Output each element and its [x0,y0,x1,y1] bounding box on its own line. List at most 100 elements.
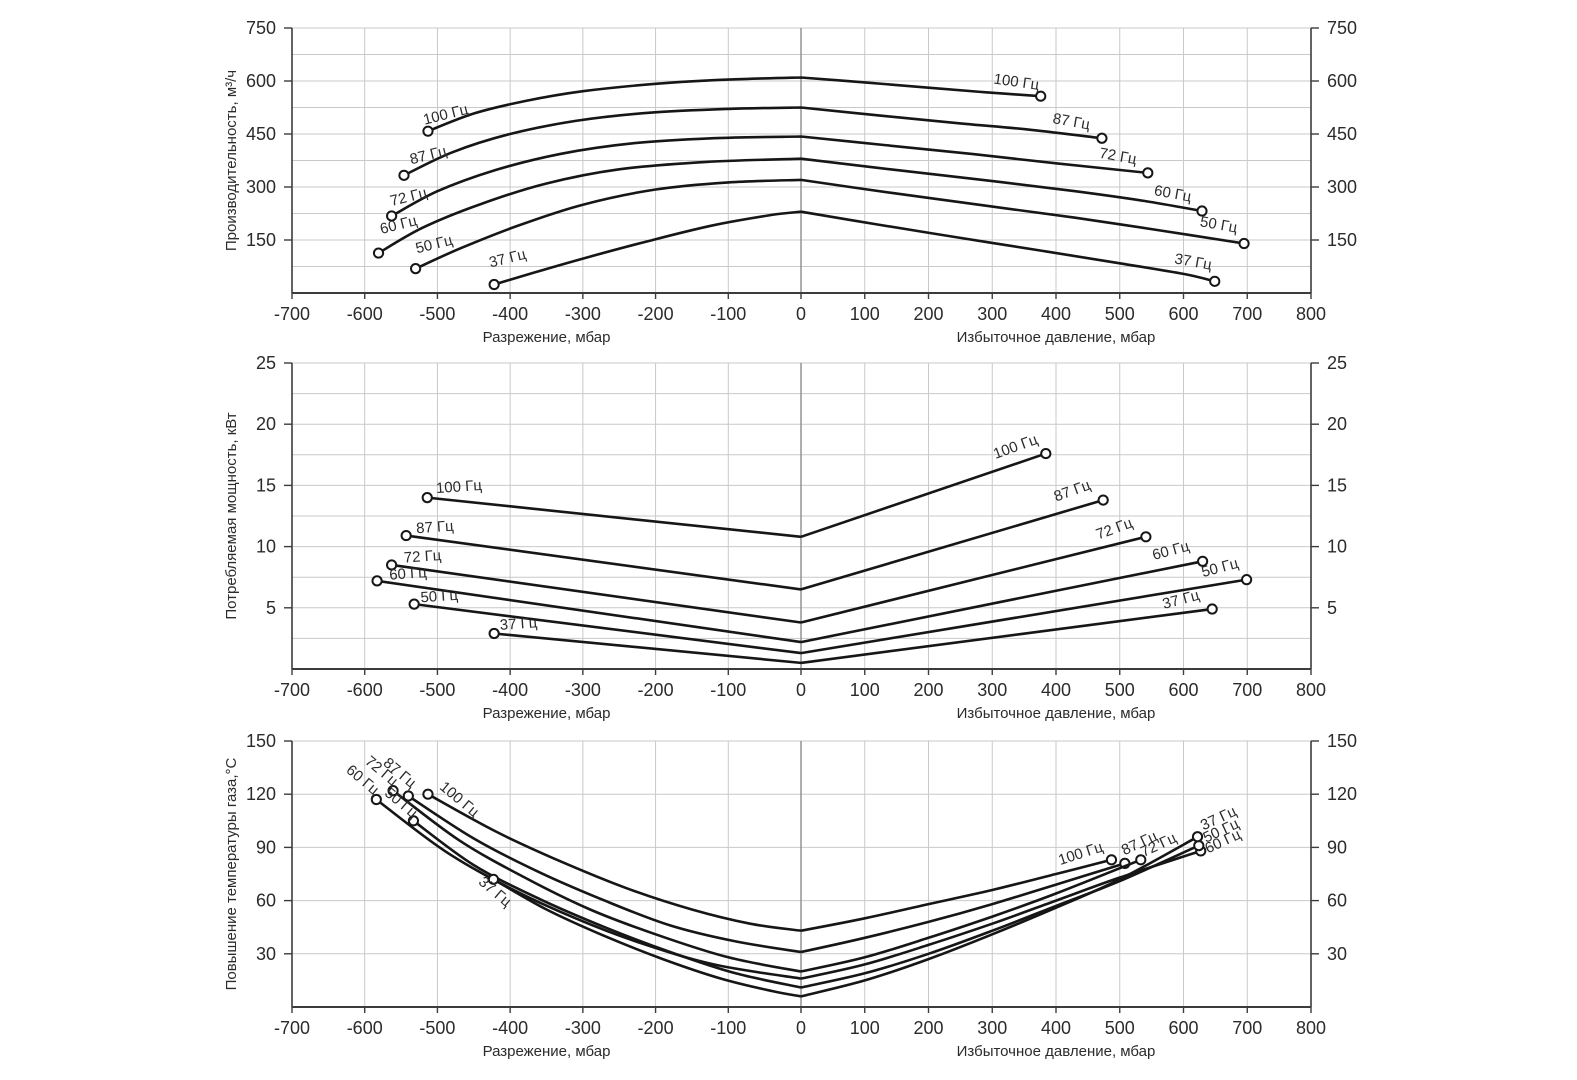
x-tick-label: 500 [1105,1018,1135,1038]
x-tick-label: 300 [977,304,1007,324]
series-line [403,106,1103,177]
y-tick-label-left: 90 [256,837,276,857]
x-tick-label: 800 [1296,1018,1326,1038]
x-tick-label: -600 [347,304,383,324]
chart-power: -700 -600 -500 -400 -300 -200 -100 0 100 200 300 40… [223,353,1347,722]
series-endpoint-marker [422,125,434,137]
series-37-гц: 37 Гц 37 Гц [487,210,1221,291]
series-label: 37 Гц [487,246,528,272]
series-endpoint-marker [1209,275,1221,287]
y-tick-label-left: 120 [246,784,276,804]
series-label: 37 Гц [1161,587,1202,613]
series-line [376,560,1203,644]
x-tick-label: 0 [796,304,806,324]
x-tick-label: 100 [850,680,880,700]
series-endpoint-marker [370,793,382,806]
x-tick-label: 600 [1168,680,1198,700]
series-label: 60 Гц [389,564,428,584]
chart-productivity: -700 -600 -500 -400 -300 -200 -100 0 100 200 300 40… [223,18,1357,346]
y-axis-title: Повышение температуры газа,°С [223,757,240,990]
y-tick-label-right: 300 [1327,177,1357,197]
x-axis-caption-left: Разрежение, мбар [483,1043,611,1060]
y-tick-label-right: 60 [1327,891,1347,911]
x-tick-label: 800 [1296,680,1326,700]
series-endpoint-marker [1191,831,1204,843]
y-tick-label-right: 150 [1327,230,1357,250]
series-label: 72 Гц [1094,514,1135,543]
series-endpoint-marker [1142,167,1154,179]
x-axis-caption-right: Избыточное давление, мбар [957,329,1156,346]
x-tick-label: -500 [419,680,455,700]
x-tick-label: -700 [274,304,310,324]
y-axis-title: Потребляемая мощность, кВт [223,412,240,619]
y-tick-label-left: 300 [246,177,276,197]
series-label: 50 Гц [420,587,459,607]
series-line [407,794,1126,954]
series-label: 100 Гц [436,778,482,821]
series-line [415,178,1245,270]
y-tick-label-right: 150 [1327,731,1357,751]
series-label: 50 Гц [1199,213,1239,236]
x-tick-label: -600 [347,1018,383,1038]
series-line [427,452,1047,539]
x-tick-label: -700 [274,680,310,700]
chart-temperature: -700 -600 -500 -400 -300 -200 -100 0 100 200 300 40… [223,731,1357,1060]
series-line [427,76,1041,133]
series-label: 60 Гц [1151,538,1192,564]
x-axis-caption-left: Разрежение, мбар [483,329,611,346]
x-tick-label: 700 [1232,304,1262,324]
series-label: 87 Гц [1052,476,1093,505]
series-label: 87 Гц [1051,110,1091,133]
x-tick-label: 600 [1168,304,1198,324]
y-tick-label-left: 60 [256,891,276,911]
x-tick-label: -300 [565,680,601,700]
series-endpoint-marker [1105,854,1118,866]
x-tick-label: 700 [1232,680,1262,700]
y-tick-label-right: 15 [1327,475,1347,495]
x-axis-caption-right: Избыточное давление, мбар [957,705,1156,722]
y-tick-label-left: 25 [256,353,276,373]
series-endpoint-marker [1035,90,1047,102]
x-axis-caption-right: Избыточное давление, мбар [957,1043,1156,1060]
y-tick-label-left: 5 [266,598,276,618]
series-endpoint-marker [402,790,414,802]
series-line [412,819,1200,989]
series-line [413,578,1247,655]
series-endpoint-marker [387,785,399,797]
x-tick-label: 600 [1168,1018,1198,1038]
series-line [392,789,1142,973]
series-endpoint-marker [1040,447,1052,460]
series-line [493,210,1215,286]
series-endpoint-marker [386,559,398,571]
series-endpoint-marker [386,210,398,222]
series-endpoint-marker [1197,555,1209,567]
x-tick-label: 700 [1232,1018,1262,1038]
series-endpoint-marker [1135,854,1147,866]
x-tick-label: -500 [419,1018,455,1038]
y-tick-label-left: 150 [246,731,276,751]
x-tick-label: -100 [710,680,746,700]
y-axis-title: Производительность, м³/ч [223,70,240,251]
series-endpoint-marker [488,278,500,291]
x-tick-label: -100 [710,1018,746,1038]
series-endpoint-marker [1096,132,1108,144]
series-endpoint-marker [372,247,385,259]
series-endpoint-marker [421,492,433,504]
x-tick-label: 100 [850,304,880,324]
series-line [405,498,1104,591]
y-tick-label-right: 5 [1327,598,1337,618]
x-tick-label: 300 [977,1018,1007,1038]
x-tick-label: -400 [492,304,528,324]
y-tick-label-right: 90 [1327,837,1347,857]
y-tick-label-left: 450 [246,124,276,144]
series-endpoint-marker [410,263,422,275]
series-endpoint-marker [408,598,420,610]
x-tick-label: 400 [1041,1018,1071,1038]
x-tick-label: 400 [1041,304,1071,324]
series-label: 72 Гц [1098,145,1138,168]
